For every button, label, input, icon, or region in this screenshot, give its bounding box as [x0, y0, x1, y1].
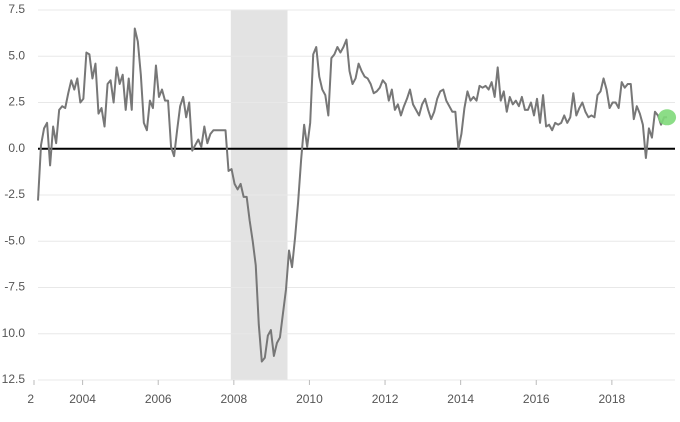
x-tick-label: 2016 — [523, 392, 550, 406]
y-tick-label: -5.0 — [4, 233, 25, 247]
x-tick-label: 2012 — [372, 392, 399, 406]
y-tick-label: 7.5 — [8, 2, 25, 16]
x-tick-label: 2008 — [220, 392, 247, 406]
y-tick-label: 5.0 — [8, 48, 25, 62]
x-tick-label: 2006 — [145, 392, 172, 406]
x-tick-label: 2018 — [599, 392, 626, 406]
x-tick-label: 2 — [27, 392, 34, 406]
x-tick-label: 2014 — [447, 392, 474, 406]
y-tick-label: -7.5 — [4, 280, 25, 294]
latest-point — [658, 109, 677, 126]
y-tick-label: 2.5 — [8, 95, 25, 109]
y-tick-label: 10.0 — [2, 326, 26, 340]
y-tick-label: -2.5 — [4, 187, 25, 201]
x-tick-label: 2004 — [69, 392, 96, 406]
x-tick-label: 2010 — [296, 392, 323, 406]
y-tick-label: 0.0 — [8, 141, 25, 155]
series-line — [37, 27, 668, 363]
y-tick-label: 12.5 — [2, 372, 26, 386]
